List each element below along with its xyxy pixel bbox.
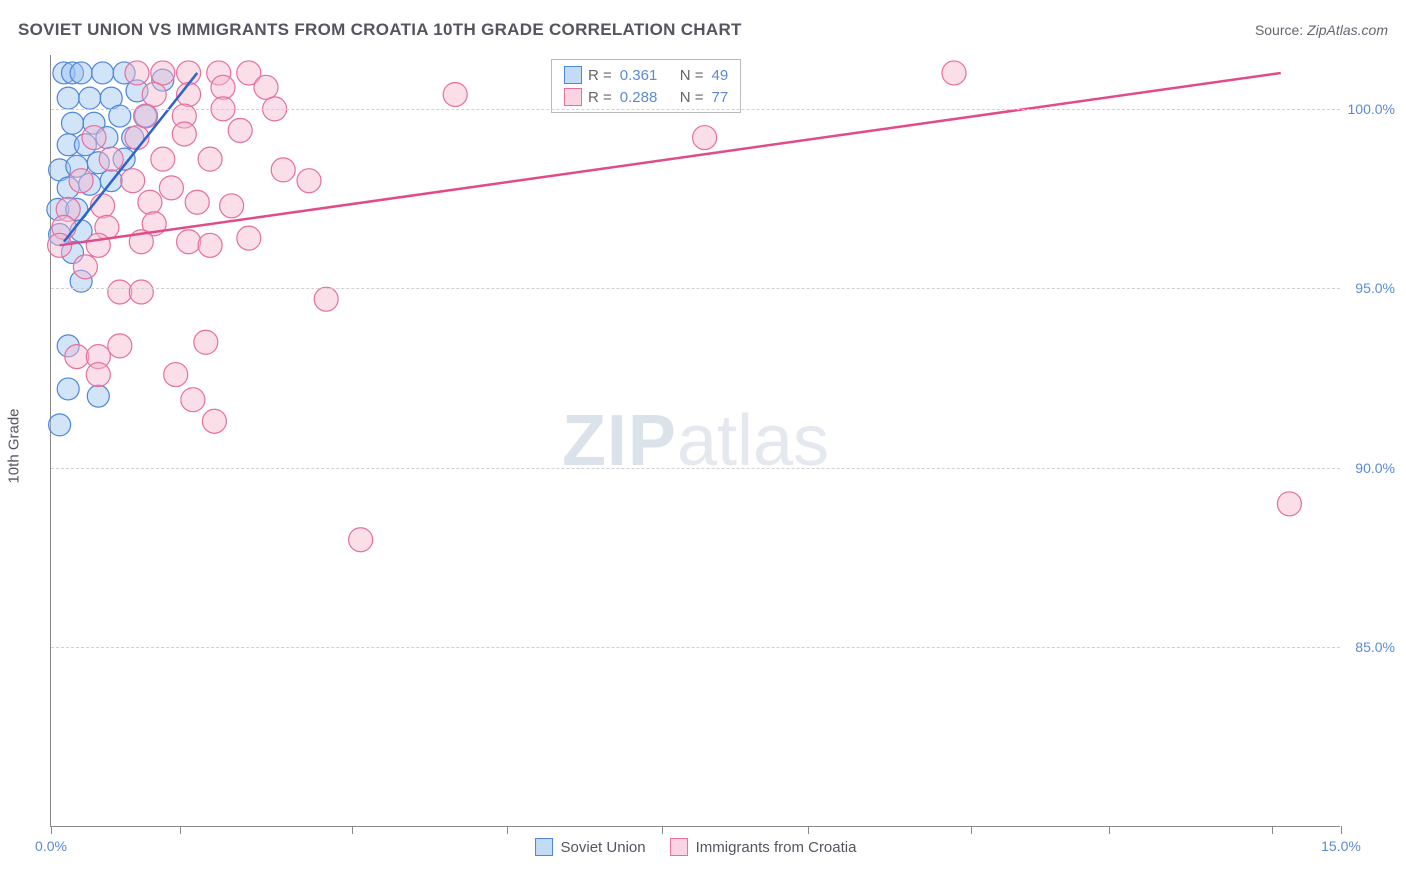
- source-label: Source:: [1255, 22, 1303, 38]
- data-point: [99, 147, 123, 171]
- legend-row: R = 0.361 N = 49: [552, 64, 740, 86]
- source-attribution: Source: ZipAtlas.com: [1255, 22, 1388, 38]
- data-point: [86, 363, 110, 387]
- data-point: [57, 87, 79, 109]
- data-point: [121, 169, 145, 193]
- x-tick: [51, 826, 52, 834]
- source-value: ZipAtlas.com: [1307, 22, 1388, 38]
- gridline: [51, 109, 1340, 110]
- data-point: [297, 169, 321, 193]
- data-point: [211, 75, 235, 99]
- chart-svg: [51, 55, 1340, 826]
- data-point: [177, 230, 201, 254]
- data-point: [202, 409, 226, 433]
- x-tick: [1272, 826, 1273, 834]
- data-point: [194, 330, 218, 354]
- data-point: [82, 126, 106, 150]
- data-point: [73, 255, 97, 279]
- legend-n-label: N =: [680, 89, 704, 106]
- data-point: [228, 118, 252, 142]
- data-point: [134, 104, 158, 128]
- legend-swatch: [670, 838, 688, 856]
- data-point: [49, 414, 71, 436]
- y-tick-label: 95.0%: [1345, 280, 1395, 296]
- legend-r-value: 0.361: [620, 67, 674, 84]
- x-tick-label: 0.0%: [35, 838, 67, 854]
- data-point: [220, 194, 244, 218]
- legend-r-label: R =: [588, 67, 612, 84]
- data-point: [138, 190, 162, 214]
- y-tick-label: 90.0%: [1345, 460, 1395, 476]
- data-point: [151, 61, 175, 85]
- y-axis-label: 10th Grade: [6, 408, 23, 483]
- legend-label: Immigrants from Croatia: [696, 839, 857, 856]
- legend-item: Soviet Union: [535, 838, 646, 856]
- data-point: [142, 82, 166, 106]
- data-point: [62, 112, 84, 134]
- data-point: [65, 345, 89, 369]
- data-point: [164, 363, 188, 387]
- data-point: [198, 233, 222, 257]
- data-point: [185, 190, 209, 214]
- legend-n-value: 49: [712, 67, 729, 84]
- data-point: [254, 75, 278, 99]
- gridline: [51, 468, 1340, 469]
- data-point: [108, 280, 132, 304]
- data-point: [129, 280, 153, 304]
- chart-header: SOVIET UNION VS IMMIGRANTS FROM CROATIA …: [18, 20, 1388, 40]
- correlation-legend: R = 0.361 N = 49 R = 0.288 N = 77: [551, 59, 741, 113]
- data-point: [92, 62, 114, 84]
- data-point: [57, 378, 79, 400]
- data-point: [1277, 492, 1301, 516]
- data-point: [693, 126, 717, 150]
- x-tick-label: 15.0%: [1321, 838, 1361, 854]
- plot-area: ZIPatlas R =0.361N =49R =0.288N =77 Sovi…: [50, 55, 1340, 827]
- data-point: [237, 226, 261, 250]
- chart-title: SOVIET UNION VS IMMIGRANTS FROM CROATIA …: [18, 20, 742, 40]
- legend-swatch: [564, 88, 582, 106]
- data-point: [159, 176, 183, 200]
- data-point: [91, 194, 115, 218]
- series-legend: Soviet Union Immigrants from Croatia: [535, 838, 857, 856]
- legend-n-label: N =: [680, 67, 704, 84]
- data-point: [443, 82, 467, 106]
- data-point: [942, 61, 966, 85]
- data-point: [79, 87, 101, 109]
- legend-r-value: 0.288: [620, 89, 674, 106]
- legend-swatch: [564, 66, 582, 84]
- x-tick: [808, 826, 809, 834]
- data-point: [69, 169, 93, 193]
- x-tick: [1109, 826, 1110, 834]
- x-tick: [507, 826, 508, 834]
- legend-r-label: R =: [588, 89, 612, 106]
- legend-row: R = 0.288 N = 77: [552, 86, 740, 108]
- x-tick: [1341, 826, 1342, 834]
- data-point: [271, 158, 295, 182]
- legend-swatch: [535, 838, 553, 856]
- data-point: [181, 388, 205, 412]
- data-point: [86, 233, 110, 257]
- data-point: [70, 62, 92, 84]
- data-point: [349, 528, 373, 552]
- y-tick-label: 100.0%: [1345, 101, 1395, 117]
- gridline: [51, 647, 1340, 648]
- x-tick: [971, 826, 972, 834]
- legend-item: Immigrants from Croatia: [670, 838, 857, 856]
- y-tick-label: 85.0%: [1345, 639, 1395, 655]
- data-point: [125, 61, 149, 85]
- data-point: [198, 147, 222, 171]
- legend-n-value: 77: [712, 89, 729, 106]
- data-point: [172, 122, 196, 146]
- x-tick: [180, 826, 181, 834]
- data-point: [151, 147, 175, 171]
- legend-label: Soviet Union: [561, 839, 646, 856]
- x-tick: [662, 826, 663, 834]
- x-tick: [352, 826, 353, 834]
- data-point: [108, 334, 132, 358]
- data-point: [87, 385, 109, 407]
- data-point: [314, 287, 338, 311]
- gridline: [51, 288, 1340, 289]
